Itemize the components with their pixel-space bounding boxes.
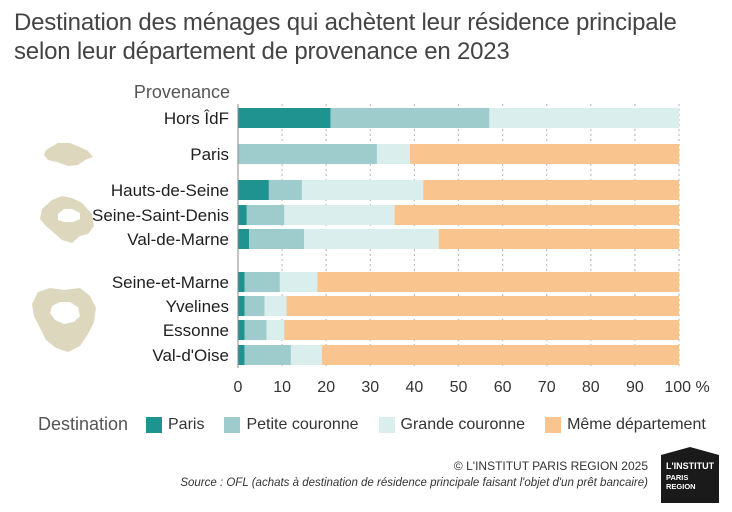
- bar-segment: [238, 108, 331, 128]
- legend-item: Grande couronne: [378, 416, 526, 434]
- x-tick-label: 40: [406, 379, 424, 396]
- category-label: Hors ÎdF: [164, 109, 229, 128]
- category-label: Essonne: [163, 321, 229, 340]
- bar-segment: [238, 205, 247, 225]
- bar-segment: [438, 229, 679, 249]
- title-line-2: selon leur département de provenance en …: [14, 38, 510, 65]
- logo-text-line-1: L'INSTITUT: [666, 461, 715, 471]
- grande-couronne-map-icon: [32, 288, 96, 352]
- x-tick-label: 100 %: [664, 379, 709, 396]
- legend-item: Paris: [146, 416, 204, 434]
- bar-segment: [301, 180, 424, 200]
- title-line-1: Destination des ménages qui achètent leu…: [14, 9, 677, 36]
- legend-swatch: [146, 417, 162, 433]
- bar-segment: [238, 272, 245, 292]
- bar-segment: [330, 108, 490, 128]
- bar-segment: [238, 144, 377, 164]
- category-label: Val-de-Marne: [127, 230, 229, 249]
- chart-title: Destination des ménages qui achètent leu…: [14, 8, 724, 66]
- legend-label: Même département: [567, 416, 706, 433]
- bar-segment: [246, 205, 285, 225]
- bar-segment: [244, 345, 291, 365]
- bar-segment: [286, 296, 679, 316]
- legend-label: Paris: [168, 416, 205, 433]
- category-label: Seine-Saint-Denis: [92, 206, 229, 225]
- logo-text-line-3: REGION: [666, 482, 696, 491]
- legend-swatch: [378, 417, 395, 433]
- bar-segment: [268, 180, 302, 200]
- bar-segment: [244, 272, 280, 292]
- source-note: Source : OFL (achats à destination de ré…: [180, 477, 648, 489]
- bars-layer: [238, 108, 679, 365]
- provenance-label: Provenance: [134, 82, 230, 102]
- bar-segment: [249, 229, 305, 249]
- bar-segment: [284, 205, 395, 225]
- x-tick-label: 0: [234, 379, 243, 396]
- bar-segment: [489, 108, 679, 128]
- copyright: © L'INSTITUT PARIS REGION 2025: [453, 459, 648, 473]
- institut-paris-region-logo: L'INSTITUT PARIS REGION: [661, 447, 719, 503]
- bar-segment: [238, 229, 250, 249]
- bar-segment: [238, 320, 245, 340]
- legend-title: Destination: [38, 414, 129, 434]
- bar-segment: [244, 320, 267, 340]
- category-label: Val-d'Oise: [152, 346, 229, 365]
- paris-map-icon: [44, 143, 93, 166]
- legend: Paris Petite couronne Grande couronne Même …: [146, 416, 726, 434]
- bar-segment: [423, 180, 679, 200]
- bar-segment: [317, 272, 679, 292]
- bar-segment: [290, 345, 322, 365]
- x-tick-label: 70: [538, 379, 556, 396]
- bar-segment: [284, 320, 679, 340]
- bar-segment: [279, 272, 318, 292]
- x-tick-label: 80: [582, 379, 600, 396]
- legend-item: Petite couronne: [224, 416, 359, 434]
- category-labels: Hors ÎdF Paris Hauts-de-Seine Seine-Saint-D…: [92, 109, 229, 365]
- legend-item: Même département: [545, 416, 706, 434]
- x-tick-label: 90: [626, 379, 644, 396]
- bar-segment: [304, 229, 439, 249]
- bar-segment: [238, 180, 269, 200]
- legend-label: Grande couronne: [400, 416, 526, 433]
- bar-segment: [394, 205, 679, 225]
- x-tick-label: 50: [450, 379, 468, 396]
- bar-segment: [244, 296, 265, 316]
- bar-segment: [321, 345, 679, 365]
- x-tick-label: 60: [494, 379, 512, 396]
- legend-swatch: [224, 417, 241, 433]
- x-tick-label: 20: [317, 379, 335, 396]
- bar-segment: [238, 296, 245, 316]
- category-label: Paris: [190, 145, 229, 164]
- bar-segment: [238, 345, 245, 365]
- legend-swatch: [545, 417, 562, 433]
- legend-label: Petite couronne: [246, 416, 359, 433]
- category-label: Hauts-de-Seine: [111, 181, 229, 200]
- bar-segment: [266, 320, 285, 340]
- bar-segment: [376, 144, 410, 164]
- x-tick-label: 30: [361, 379, 379, 396]
- category-label: Seine-et-Marne: [112, 273, 229, 292]
- x-axis-tick-labels: 0 10 20 30 40 50 60 70 80 90 100 %: [234, 379, 710, 396]
- bar-segment: [264, 296, 287, 316]
- category-label: Yvelines: [166, 297, 229, 316]
- logo-text-line-2: PARIS: [666, 473, 688, 482]
- petite-couronne-map-icon: [40, 196, 94, 243]
- x-tick-label: 10: [273, 379, 291, 396]
- bar-segment: [409, 144, 679, 164]
